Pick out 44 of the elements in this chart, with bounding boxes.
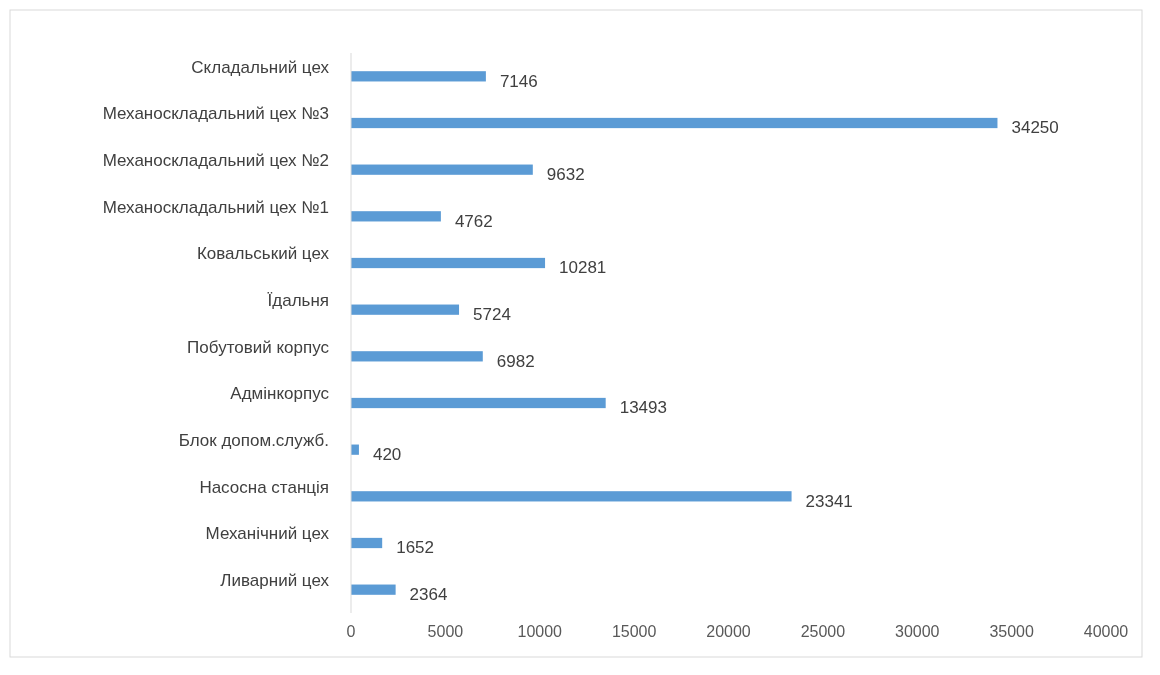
y-tick-label: Механоскладальний цех №1 (102, 197, 329, 217)
bar (351, 164, 533, 175)
data-label: 7146 (499, 71, 538, 91)
data-label: 23341 (805, 491, 853, 511)
x-tick-label: 10000 (517, 623, 563, 640)
bar (351, 491, 792, 502)
bar (351, 257, 546, 269)
x-tick-label: 0 (346, 623, 356, 640)
data-label: 34250 (1011, 118, 1059, 138)
data-label: 420 (372, 445, 402, 465)
data-label: 9632 (546, 165, 585, 185)
y-tick-label: Побутовий корпус (187, 337, 330, 357)
x-tick-label: 25000 (800, 623, 846, 640)
data-label: 13493 (619, 398, 667, 418)
bar (351, 584, 396, 595)
bar (351, 397, 606, 409)
y-tick-label: Їдальня (267, 291, 329, 311)
data-label: 1652 (396, 538, 435, 558)
y-tick-label: Механічний цех (205, 524, 330, 544)
data-label: 6982 (496, 351, 535, 371)
bar (351, 304, 460, 315)
x-tick-label: 40000 (1083, 623, 1129, 640)
y-tick-label: Ковальський цех (196, 244, 330, 264)
y-tick-label: Складальний цех (191, 57, 330, 77)
y-tick-label: Механоскладальний цех №2 (102, 151, 329, 171)
x-tick-label: 30000 (895, 623, 940, 640)
x-tick-label: 15000 (611, 623, 657, 640)
y-tick-label: Механоскладальний цех №3 (102, 104, 329, 124)
y-tick-label: Блок допом.служб. (178, 431, 329, 451)
bar (351, 211, 441, 222)
x-tick-label: 35000 (989, 623, 1034, 640)
data-label: 5724 (473, 305, 511, 325)
y-tick-label: Ливарний цех (220, 571, 330, 591)
data-label: 10281 (559, 258, 607, 278)
x-tick-label: 5000 (427, 623, 464, 640)
y-tick-label: Адмінкорпус (230, 384, 330, 404)
bar (351, 351, 483, 362)
data-label: 2364 (409, 585, 448, 605)
x-tick-label: 20000 (706, 623, 751, 640)
bar (351, 537, 383, 549)
data-label: 4762 (454, 211, 493, 231)
bar (351, 117, 998, 129)
bar (351, 71, 486, 82)
y-tick-label: Насосна станція (199, 477, 329, 497)
